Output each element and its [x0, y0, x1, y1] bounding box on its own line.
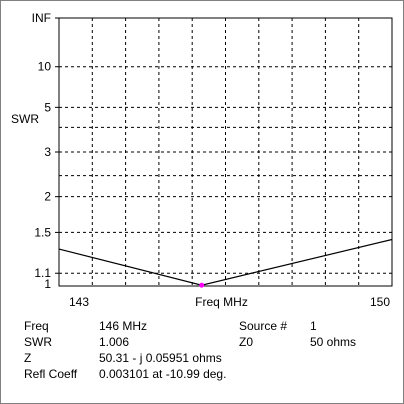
x-axis: 143 150 — [69, 295, 390, 309]
y-tick-label: 5 — [44, 100, 51, 114]
source-value: 1 — [310, 319, 317, 333]
frequency-marker — [199, 282, 205, 288]
x-tick-label: 143 — [69, 295, 89, 309]
grid — [59, 18, 392, 286]
refl-coeff-label: Refl Coeff — [24, 367, 78, 381]
freq-label: Freq — [24, 319, 49, 333]
y-tick-label: INF — [32, 11, 51, 25]
swr-label: SWR — [24, 335, 52, 349]
refl-coeff-value: 0.003101 at -10.99 deg. — [99, 367, 227, 381]
y-tick-label: 2 — [44, 190, 51, 204]
y-axis: 10 5 3 2 1.5 1.1 INF 1 — [32, 11, 59, 291]
readout-panel: Freq 146 MHz Source # 1 SWR 1.006 Z0 50 … — [24, 319, 394, 399]
impedance-label: Z — [24, 351, 32, 365]
y-tick-label: 1 — [44, 277, 51, 291]
y-tick-label: 1.5 — [34, 225, 51, 239]
y-tick-label: 10 — [38, 60, 52, 74]
x-axis-label: Freq MHz — [195, 295, 248, 309]
y-axis-label: SWR — [11, 112, 39, 126]
source-label: Source # — [239, 319, 288, 333]
impedance-value: 50.31 - j 0.05951 ohms — [99, 351, 222, 365]
y-tick-label: 3 — [44, 145, 51, 159]
y-tick-label: 1.1 — [34, 266, 51, 280]
freq-value: 146 MHz — [99, 319, 148, 333]
z0-value: 50 ohms — [310, 335, 357, 349]
swr-value: 1.006 — [99, 335, 130, 349]
z0-label: Z0 — [239, 335, 254, 349]
x-tick-label: 150 — [370, 295, 390, 309]
